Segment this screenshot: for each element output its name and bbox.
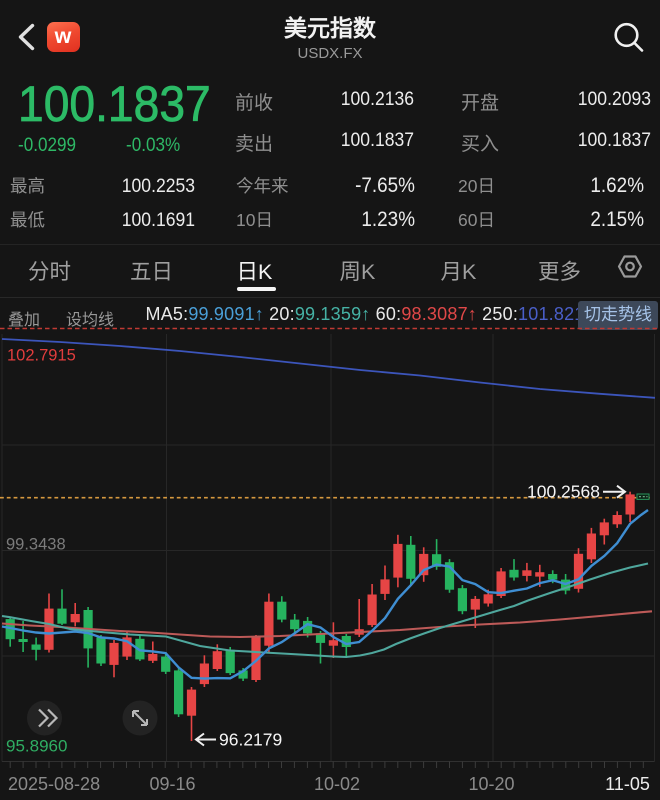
svg-text:10-20: 10-20 (468, 774, 514, 794)
svg-text:102.7915: 102.7915 (7, 347, 76, 365)
svg-text:11-05: 11-05 (605, 774, 650, 794)
svg-text:99.3438: 99.3438 (6, 536, 66, 554)
svg-text:10-02: 10-02 (314, 774, 360, 794)
svg-text:100.2568: 100.2568 (527, 482, 600, 502)
svg-text:2025-08-28: 2025-08-28 (8, 774, 100, 794)
svg-text:96.2179: 96.2179 (219, 730, 282, 750)
svg-text:09-16: 09-16 (149, 774, 195, 794)
svg-text:95.8960: 95.8960 (6, 737, 67, 756)
